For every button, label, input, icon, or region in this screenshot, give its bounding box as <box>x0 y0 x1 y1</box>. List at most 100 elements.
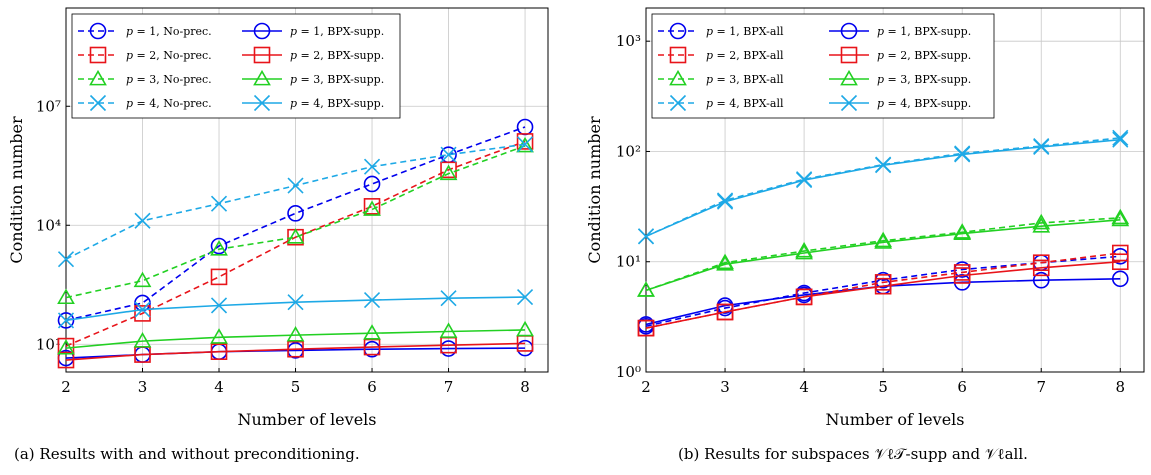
series-1-7 <box>637 131 1129 245</box>
legend-marker <box>89 69 107 86</box>
data-point <box>516 133 534 150</box>
x-tick-label: 7 <box>444 378 454 396</box>
data-point <box>1111 208 1130 225</box>
legend-marker <box>840 69 858 86</box>
legend-marker <box>253 46 271 64</box>
data-point <box>287 177 304 194</box>
legend-marker <box>253 94 271 112</box>
legend-marker <box>89 46 107 64</box>
data-point <box>516 288 534 306</box>
data-point <box>287 205 304 222</box>
data-point <box>210 240 228 256</box>
data-point <box>1032 217 1051 233</box>
data-point <box>953 224 972 241</box>
data-point <box>440 161 457 179</box>
legend-entry: p = 2, BPX-supp. <box>877 49 971 62</box>
data-point <box>796 172 813 189</box>
legend-entry: p = 1, BPX-supp. <box>877 25 971 38</box>
legend-marker <box>89 94 107 112</box>
data-point <box>134 301 151 318</box>
legend-marker <box>669 69 687 86</box>
y-axis-label: Condition number <box>585 116 604 264</box>
data-point <box>210 237 228 255</box>
x-tick-label: 4 <box>799 378 809 396</box>
data-point <box>875 157 892 174</box>
data-point <box>1032 271 1050 289</box>
plot-frame <box>645 7 1145 373</box>
legend-entry: p = 4, BPX-supp. <box>290 97 384 110</box>
legend: p = 1, BPX-all p = 1, BPX-supp. p = 2, BPX… <box>651 13 995 119</box>
legend-box <box>71 13 401 119</box>
legend: p = 1, No-prec. p = 1, BPX-supp. p = 2, No… <box>71 13 401 119</box>
data-point <box>363 158 381 175</box>
data-point <box>716 255 734 271</box>
x-tick-label: 3 <box>138 378 148 396</box>
data-point <box>363 175 381 193</box>
data-point <box>57 351 75 369</box>
data-point <box>716 193 734 210</box>
data-point <box>210 343 228 360</box>
series-0-4 <box>57 136 534 305</box>
legend-marker <box>840 94 858 112</box>
series-line <box>65 145 526 299</box>
caption-a: (a) Results with and without preconditio… <box>14 445 360 463</box>
data-point <box>1111 244 1129 262</box>
legend-entry: p = 2, BPX-all <box>706 49 784 62</box>
legend-marker <box>669 94 687 112</box>
data-point <box>1032 213 1051 230</box>
data-point <box>1032 259 1050 277</box>
x-axis-label: Number of levels <box>238 410 377 429</box>
y-axis-label: Condition number <box>7 116 26 264</box>
data-point <box>440 146 457 163</box>
data-point <box>1111 253 1129 271</box>
series-line <box>65 329 526 349</box>
data-point <box>516 136 534 153</box>
series-0-2 <box>57 133 534 355</box>
y-tick-label: 10¹ <box>36 335 61 353</box>
data-point <box>210 268 228 286</box>
legend-entry: p = 3, BPX-all <box>706 73 784 86</box>
data-point <box>439 164 458 181</box>
data-point <box>363 198 381 215</box>
data-point <box>637 228 655 245</box>
data-point <box>363 324 381 340</box>
data-point <box>57 312 75 329</box>
data-point <box>210 328 228 344</box>
data-point <box>210 195 228 212</box>
y-tick-label: 10² <box>616 142 641 160</box>
data-point <box>287 294 304 311</box>
legend-marker <box>253 69 271 86</box>
legend-marker <box>253 22 271 40</box>
x-tick-label: 6 <box>957 378 967 396</box>
series-line <box>645 217 1121 292</box>
legend-entry: p = 4, BPX-all <box>706 97 784 110</box>
x-tick-label: 6 <box>367 378 377 396</box>
legend-entry: p = 3, No-prec. <box>126 73 212 86</box>
y-tick-label: 10⁰ <box>616 363 641 381</box>
legend-marker <box>840 46 858 64</box>
legend-box <box>651 13 995 119</box>
legend-entry: p = 2, BPX-supp. <box>290 49 384 62</box>
series-line <box>645 260 1121 329</box>
x-tick-label: 2 <box>641 378 651 396</box>
data-point <box>637 281 655 297</box>
data-point <box>1112 131 1129 148</box>
data-point <box>1033 138 1050 155</box>
series-0-5 <box>57 320 534 355</box>
data-point <box>133 271 152 288</box>
x-tick-label: 3 <box>720 378 730 396</box>
data-point <box>363 200 381 216</box>
data-point <box>57 251 75 268</box>
data-point <box>874 233 893 249</box>
x-tick-label: 5 <box>878 378 888 396</box>
data-point <box>954 146 971 163</box>
series-line <box>645 219 1121 292</box>
series-1-5 <box>637 210 1130 297</box>
data-point <box>795 288 813 306</box>
data-point <box>874 277 892 295</box>
data-point <box>953 267 971 284</box>
data-point <box>363 292 381 309</box>
data-point <box>637 319 655 337</box>
legend-entry: p = 4, BPX-supp. <box>877 97 971 110</box>
caption-b: (b) Results for subspaces 𝒱ℓ𝒯-supp and 𝒱… <box>678 445 1028 463</box>
